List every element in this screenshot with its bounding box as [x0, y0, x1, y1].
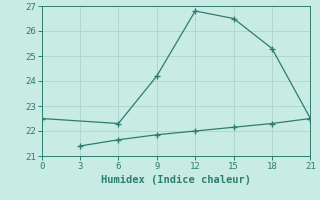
X-axis label: Humidex (Indice chaleur): Humidex (Indice chaleur) — [101, 175, 251, 185]
